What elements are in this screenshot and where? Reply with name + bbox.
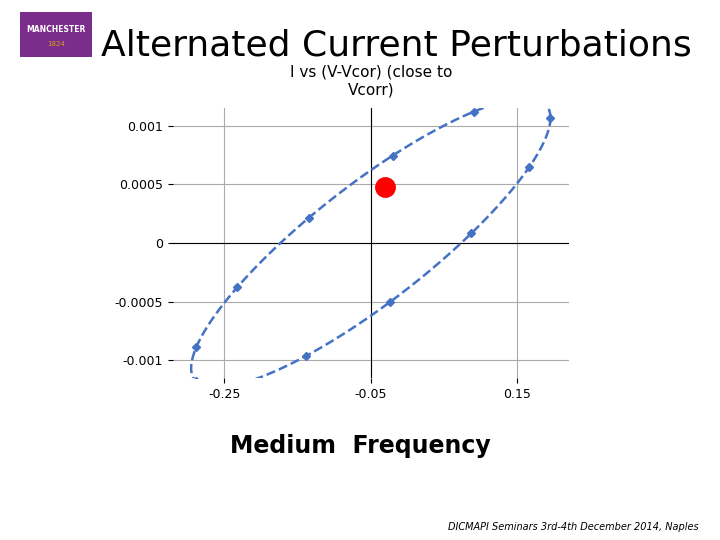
Text: 1824: 1824 <box>48 41 65 48</box>
Text: Medium  Frequency: Medium Frequency <box>230 434 490 457</box>
Text: Alternated Current Perturbations: Alternated Current Perturbations <box>101 29 691 63</box>
Text: MANCHESTER: MANCHESTER <box>27 25 86 33</box>
Text: DICMAPI Seminars 3rd-4th December 2014, Naples: DICMAPI Seminars 3rd-4th December 2014, … <box>448 522 698 531</box>
Title: I vs (V-Vcor) (close to
Vcorr): I vs (V-Vcor) (close to Vcorr) <box>289 65 452 97</box>
